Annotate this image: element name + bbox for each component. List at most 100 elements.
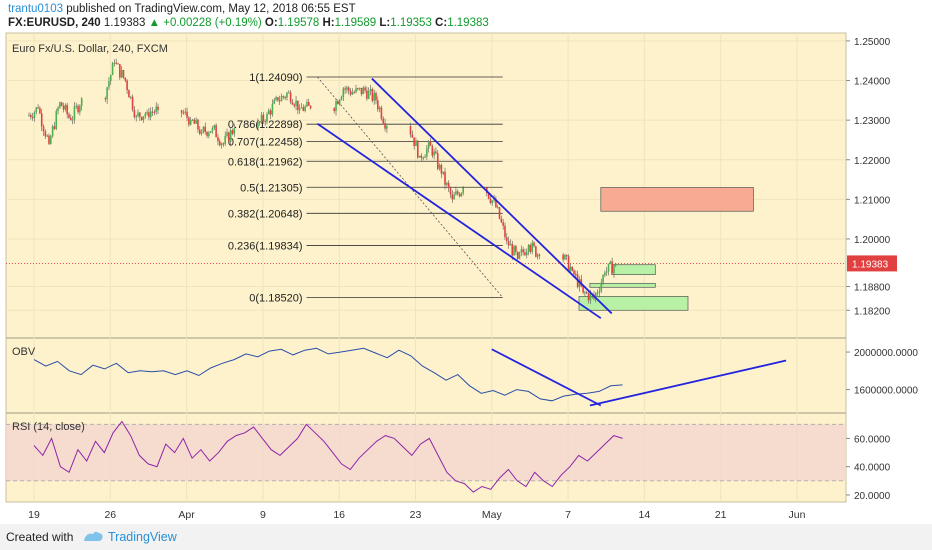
channel-line	[316, 122, 602, 319]
candle-body	[418, 155, 421, 158]
fib-level-label: 0(1.18520)	[249, 293, 302, 305]
resistance-zone	[600, 187, 754, 212]
published-text: published on TradingView.com, May 12, 20…	[66, 3, 356, 15]
rsi-band-fill	[6, 424, 846, 481]
candle-body	[364, 87, 366, 91]
candle-body	[271, 103, 274, 115]
candle-body	[48, 135, 50, 144]
candle-body	[367, 90, 370, 99]
time-axis-label: 9	[260, 509, 266, 521]
candle-body	[191, 119, 194, 121]
candle-body	[340, 97, 343, 100]
candle-body	[139, 112, 141, 117]
candle-body	[195, 119, 197, 124]
candle-body	[148, 112, 150, 118]
candle-body	[604, 272, 606, 276]
candle-body	[571, 266, 573, 271]
candle-body	[180, 110, 183, 113]
price-axis-label: 1.20000	[854, 235, 891, 246]
support-zone	[589, 282, 656, 288]
time-axis-label: 21	[715, 509, 727, 521]
candle-body	[562, 254, 564, 260]
candle-body	[502, 222, 504, 226]
footer: Created with TradingView	[0, 524, 932, 550]
candle-body	[33, 112, 36, 119]
candle-body	[609, 261, 612, 264]
price-axis-label: 1.22000	[854, 156, 891, 167]
price-axis-label: 1.18800	[854, 283, 891, 294]
candle-body	[449, 187, 452, 195]
candle-body	[80, 98, 83, 106]
candle-body	[587, 293, 590, 301]
candle-body	[307, 102, 310, 106]
descending-channel	[316, 77, 613, 319]
candle-body	[137, 112, 139, 117]
candle-body	[268, 110, 270, 115]
candle-body	[357, 88, 359, 90]
candle-body	[527, 244, 530, 253]
candle-body	[37, 107, 39, 109]
candle-body	[198, 129, 201, 134]
author-link[interactable]: trantu0103	[8, 3, 63, 15]
candle-body	[257, 121, 259, 129]
candle-body	[353, 92, 355, 94]
created-with-label: Created with	[6, 530, 74, 544]
obv-trendline	[589, 359, 787, 407]
candle-body	[106, 87, 108, 100]
candle-body	[522, 249, 524, 253]
candle-body	[355, 88, 357, 93]
candle-body	[71, 119, 74, 121]
chart-canvas[interactable]: 1(1.24090)0.786(1.22898)0.707(1.22458)0.…	[0, 32, 932, 524]
candle-body	[411, 134, 414, 138]
candle-body	[142, 116, 145, 120]
price-axis-label: 1.23000	[854, 116, 891, 127]
candle-body	[415, 140, 417, 147]
candle-body	[260, 114, 263, 123]
candle-body	[520, 249, 523, 253]
candle-body	[538, 254, 541, 256]
candle-body	[66, 104, 68, 115]
candle-body	[585, 292, 588, 294]
candle-body	[184, 111, 187, 113]
price-axis-label: 1.21000	[854, 195, 891, 206]
candle-body	[377, 100, 379, 110]
plot-background	[5, 32, 847, 503]
candle-body	[598, 291, 601, 293]
candle-body	[146, 112, 148, 114]
obv-axis-label: 1600000.0000	[854, 386, 918, 397]
tradingview-brand[interactable]: TradingView	[108, 530, 177, 544]
rsi-axis-label: 20.0000	[854, 491, 891, 502]
candle-body	[282, 96, 285, 98]
candle-body	[424, 156, 426, 158]
open-label: O:	[264, 17, 278, 29]
candle-body	[113, 62, 116, 64]
candle-body	[302, 107, 305, 111]
main-chart-title: Euro Fx/U.S. Dollar, 240, FXCM	[12, 43, 168, 55]
candle-body	[193, 119, 196, 124]
candle-body	[515, 246, 517, 252]
candle-body	[291, 101, 294, 105]
candle-body	[206, 131, 208, 136]
candle-body	[358, 87, 361, 89]
candle-body	[57, 107, 59, 111]
candle-body	[309, 105, 312, 109]
candle-body	[493, 199, 495, 201]
candle-body	[380, 107, 383, 119]
candle-body	[360, 87, 363, 95]
candle-body	[382, 118, 385, 124]
candle-body	[518, 252, 521, 259]
candle-body	[217, 137, 219, 142]
high-value: 1.19589	[334, 17, 377, 29]
candle-body	[79, 105, 81, 113]
candle-body	[73, 106, 76, 120]
candle-body	[300, 107, 303, 109]
candle-body	[68, 114, 70, 118]
candle-body	[213, 125, 216, 129]
time-axis-label: 23	[410, 509, 422, 521]
candle-body	[435, 151, 437, 154]
support-zone	[611, 264, 656, 275]
candle-body	[607, 263, 610, 272]
candle-body	[233, 128, 236, 134]
candle-body	[524, 252, 526, 256]
low-value: 1.19353	[390, 17, 432, 29]
